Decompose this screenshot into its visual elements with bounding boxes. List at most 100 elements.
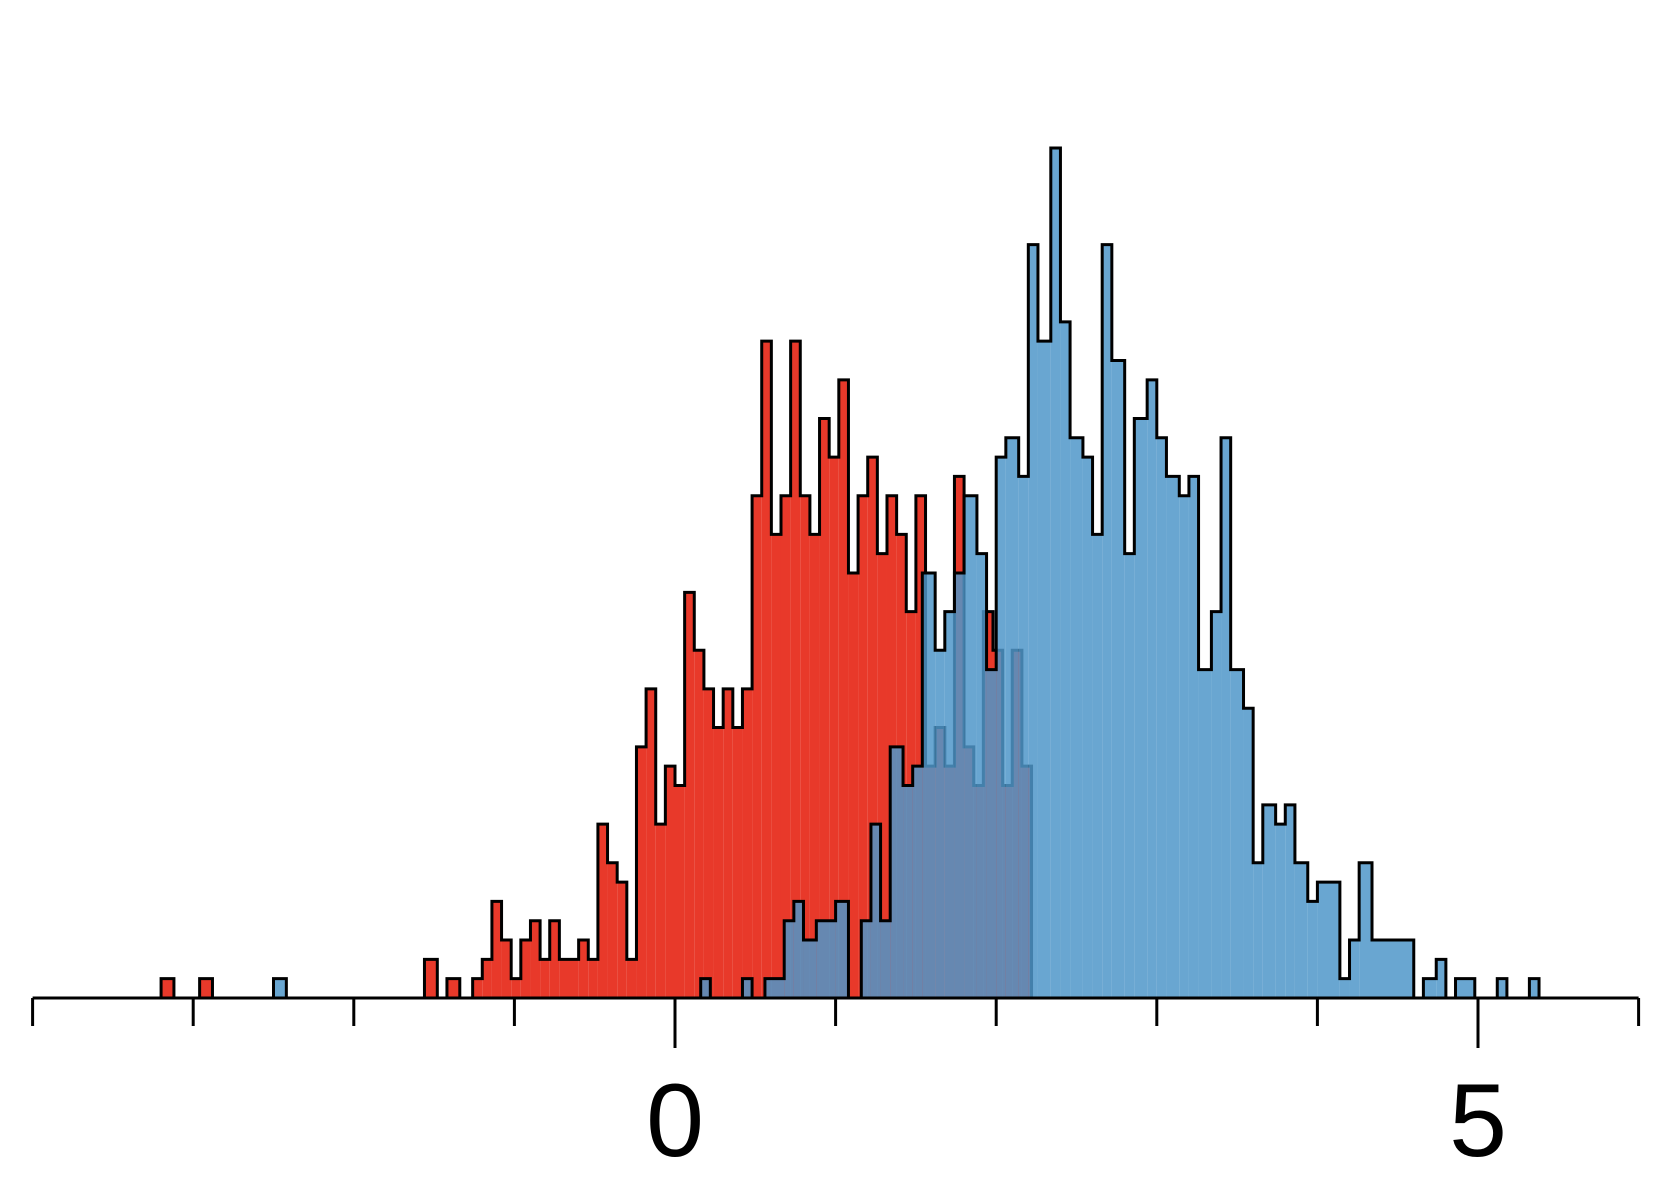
histogram-bar — [835, 901, 849, 998]
histogram-bar — [491, 901, 502, 998]
histogram-bar — [1262, 804, 1276, 998]
histogram-bar — [161, 978, 174, 998]
histogram-bar — [1359, 862, 1373, 998]
histogram-bar — [964, 495, 977, 998]
histogram-bar — [1529, 978, 1540, 998]
histogram-bar — [665, 766, 675, 998]
histogram-bar — [1060, 321, 1071, 998]
histogram-bar — [1102, 244, 1112, 998]
series-1 — [272, 146, 1541, 1000]
histogram-bar — [1147, 379, 1157, 998]
histogram-bar — [540, 959, 550, 998]
histogram-bar — [569, 959, 579, 998]
histogram-bar — [1111, 360, 1125, 998]
histogram-bar — [1092, 534, 1103, 998]
histogram-bar — [700, 978, 711, 998]
histogram-bar — [1317, 882, 1340, 998]
histogram-bar — [912, 766, 923, 998]
histogram-bar — [848, 573, 859, 998]
x-tick-label: 5 — [1449, 1063, 1507, 1179]
histogram-bar — [482, 959, 492, 998]
histogram-bar — [1285, 804, 1295, 998]
histogram-bar — [1179, 495, 1189, 998]
histogram-bar — [944, 611, 955, 998]
histogram-bar — [764, 978, 785, 998]
histogram-bar — [771, 534, 781, 998]
histogram-bar — [819, 418, 830, 998]
histogram-bar — [858, 495, 868, 998]
histogram-bar — [838, 379, 849, 998]
histogram-bar — [703, 688, 714, 998]
histogram-bar — [636, 746, 647, 998]
histogram-bar — [1028, 244, 1038, 998]
histogram-bar — [1455, 978, 1475, 998]
histogram-bar — [273, 978, 287, 998]
histogram-bar — [986, 669, 997, 998]
histogram-bar — [1230, 669, 1244, 998]
histogram-bar — [446, 978, 460, 998]
histogram-bar — [752, 495, 762, 998]
histogram-bar — [530, 920, 541, 998]
histogram-bar — [890, 746, 904, 998]
x-tick-label: 0 — [646, 1063, 704, 1179]
histogram-bars — [159, 146, 1541, 1000]
histogram-bar — [1134, 418, 1148, 998]
histogram-bar — [1050, 148, 1061, 998]
histogram-bar — [803, 940, 817, 998]
histogram-bar — [1005, 437, 1019, 999]
histogram-bar — [903, 785, 913, 998]
histogram-bar — [675, 785, 685, 998]
histogram-bar — [655, 824, 666, 998]
histogram-bar — [742, 688, 753, 998]
histogram-bar — [617, 882, 627, 998]
histogram-bar — [1221, 437, 1231, 999]
histogram-bar — [915, 495, 926, 998]
histogram-bar — [1372, 940, 1414, 998]
histogram-bar — [684, 592, 695, 998]
histogram-bar — [1082, 457, 1093, 998]
histogram-bar — [694, 650, 704, 998]
histogram-bar — [199, 978, 213, 998]
histogram-bar — [1198, 669, 1212, 998]
histogram-bar — [646, 688, 656, 998]
histogram-bar — [742, 978, 753, 998]
histogram-bar — [559, 959, 570, 998]
histogram-bar — [732, 727, 743, 998]
histogram-bar — [501, 940, 512, 998]
histogram-bar — [713, 727, 724, 998]
histogram-bar — [1307, 901, 1318, 998]
histogram-bar — [1188, 476, 1199, 999]
histogram-bar — [1018, 476, 1029, 999]
histogram-bar — [829, 457, 839, 998]
histogram-bar — [1070, 437, 1083, 999]
histogram-bar — [761, 341, 772, 998]
histogram-bar — [861, 920, 871, 998]
histogram-bar — [780, 495, 791, 998]
histogram-bar — [472, 978, 483, 998]
histogram-bar — [424, 959, 438, 998]
histogram-bar — [880, 920, 891, 998]
histogram-bar — [549, 920, 560, 998]
histogram-bar — [626, 959, 637, 998]
histogram-bar — [809, 534, 820, 998]
histogram-bar — [793, 901, 804, 998]
histogram-bar — [784, 920, 794, 998]
histogram-bar — [1423, 978, 1437, 998]
histogram-bar — [520, 940, 531, 998]
histogram-bar — [800, 495, 810, 998]
histogram-bar — [870, 824, 881, 998]
histogram-bar — [1124, 553, 1135, 998]
histogram-bar — [1156, 437, 1167, 999]
histogram-bar — [935, 650, 945, 998]
histogram-bar — [723, 688, 733, 998]
histogram-bar — [1436, 959, 1446, 998]
histogram-bar — [607, 862, 618, 998]
histogram-bar — [922, 573, 936, 998]
histogram-bar — [1349, 940, 1360, 998]
histogram-bar — [954, 573, 965, 998]
histogram-bar — [1497, 978, 1507, 998]
histogram-bar — [996, 457, 1006, 998]
histogram-bar — [597, 824, 608, 998]
histogram-bar — [867, 457, 878, 998]
